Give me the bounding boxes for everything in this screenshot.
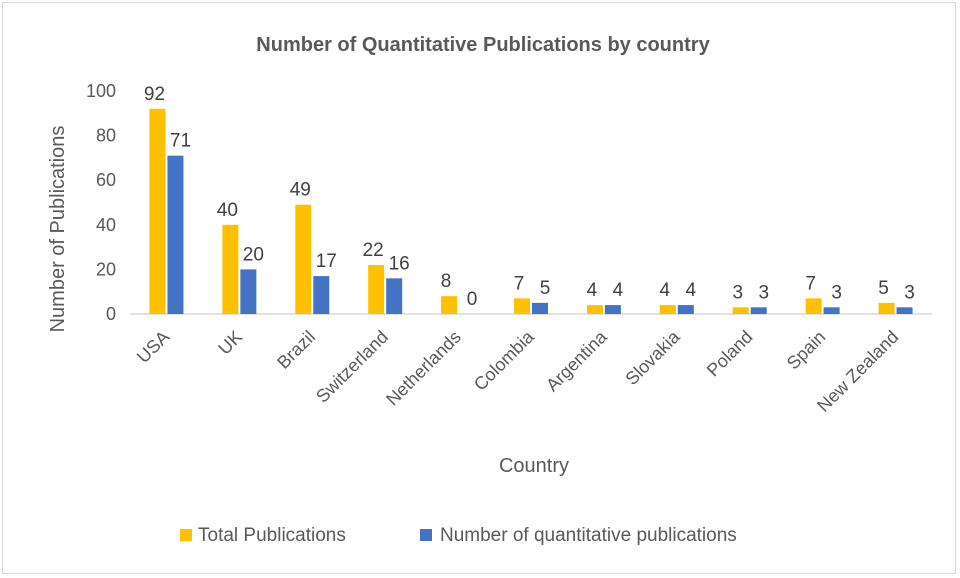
- bar-total-publications: [149, 108, 166, 314]
- y-axis-title: Number of Publications: [47, 126, 69, 333]
- bar-total-publications: [659, 305, 676, 314]
- data-label-quantitative: 16: [389, 253, 410, 274]
- x-axis-title: Country: [499, 455, 569, 477]
- data-label-total: 22: [363, 240, 384, 261]
- category-label: Switzerland: [312, 327, 392, 407]
- bar-quantitative-publications: [313, 276, 330, 314]
- bar-quantitative-publications: [896, 307, 913, 314]
- bar-quantitative-publications: [604, 305, 621, 314]
- category-label: Slovakia: [621, 326, 684, 389]
- bar-total-publications: [514, 298, 530, 314]
- legend-label-quantitative: Number of quantitative publications: [440, 525, 737, 546]
- data-label-quantitative: 3: [758, 282, 769, 303]
- data-label-total: 4: [587, 280, 598, 301]
- data-label-total: 40: [217, 200, 238, 221]
- category-label: Colombia: [470, 326, 539, 395]
- legend-swatch-quantitative: [420, 529, 432, 541]
- bar-total-publications: [368, 264, 385, 314]
- bar-total-publications: [222, 224, 239, 314]
- data-label-total: 3: [732, 282, 743, 303]
- bar-total-publications: [295, 204, 312, 314]
- y-tick-label: 20: [96, 259, 116, 279]
- data-label-total: 7: [514, 273, 525, 294]
- data-label-quantitative: 3: [904, 282, 915, 303]
- data-label-quantitative: 4: [613, 280, 624, 301]
- category-label: UK: [214, 327, 246, 359]
- y-tick-label: 40: [96, 215, 116, 235]
- category-label: Spain: [783, 327, 830, 374]
- data-label-quantitative: 3: [831, 282, 842, 303]
- y-tick-label: 80: [96, 126, 116, 146]
- data-label-total: 5: [878, 278, 889, 299]
- category-label: Argentina: [542, 326, 611, 395]
- data-label-quantitative: 4: [686, 280, 697, 301]
- category-label: Netherlands: [382, 327, 465, 410]
- bar-quantitative-publications: [532, 302, 548, 314]
- category-label: USA: [133, 327, 173, 367]
- bar-quantitative-publications: [167, 155, 184, 314]
- legend: Total Publications Number of quantitative…: [180, 525, 737, 546]
- bar-quantitative-publications: [386, 278, 403, 314]
- chart-title: Number of Quantitative Publications by c…: [256, 34, 710, 56]
- bar-quantitative-publications: [750, 307, 767, 314]
- bar-total-publications: [732, 307, 749, 314]
- bar-quantitative-publications: [823, 307, 840, 314]
- bar-total-publications: [805, 298, 822, 314]
- data-label-quantitative: 5: [540, 278, 551, 299]
- data-label-quantitative: 71: [170, 131, 191, 152]
- bar-quantitative-publications: [677, 305, 694, 314]
- data-label-quantitative: 0: [467, 289, 478, 310]
- data-label-quantitative: 20: [243, 244, 264, 265]
- data-label-total: 49: [290, 180, 311, 201]
- y-tick-label: 100: [86, 81, 116, 101]
- bars: [149, 108, 913, 314]
- data-label-total: 92: [144, 84, 165, 105]
- bar-quantitative-publications: [240, 269, 257, 314]
- category-label: Poland: [703, 327, 757, 381]
- y-axis-ticks: 0 20 40 60 80 100: [86, 81, 116, 324]
- data-label-total: 7: [805, 273, 816, 294]
- data-label-total: 8: [441, 271, 452, 292]
- category-label: Brazil: [273, 327, 319, 373]
- bar-total-publications: [441, 296, 458, 314]
- legend-swatch-total: [180, 529, 192, 541]
- bar-total-publications: [586, 305, 603, 314]
- y-tick-label: 0: [106, 304, 116, 324]
- data-label-total: 4: [660, 280, 671, 301]
- bar-total-publications: [878, 302, 895, 314]
- data-label-quantitative: 17: [316, 251, 337, 272]
- legend-label-total: Total Publications: [198, 525, 346, 546]
- y-tick-label: 60: [96, 170, 116, 190]
